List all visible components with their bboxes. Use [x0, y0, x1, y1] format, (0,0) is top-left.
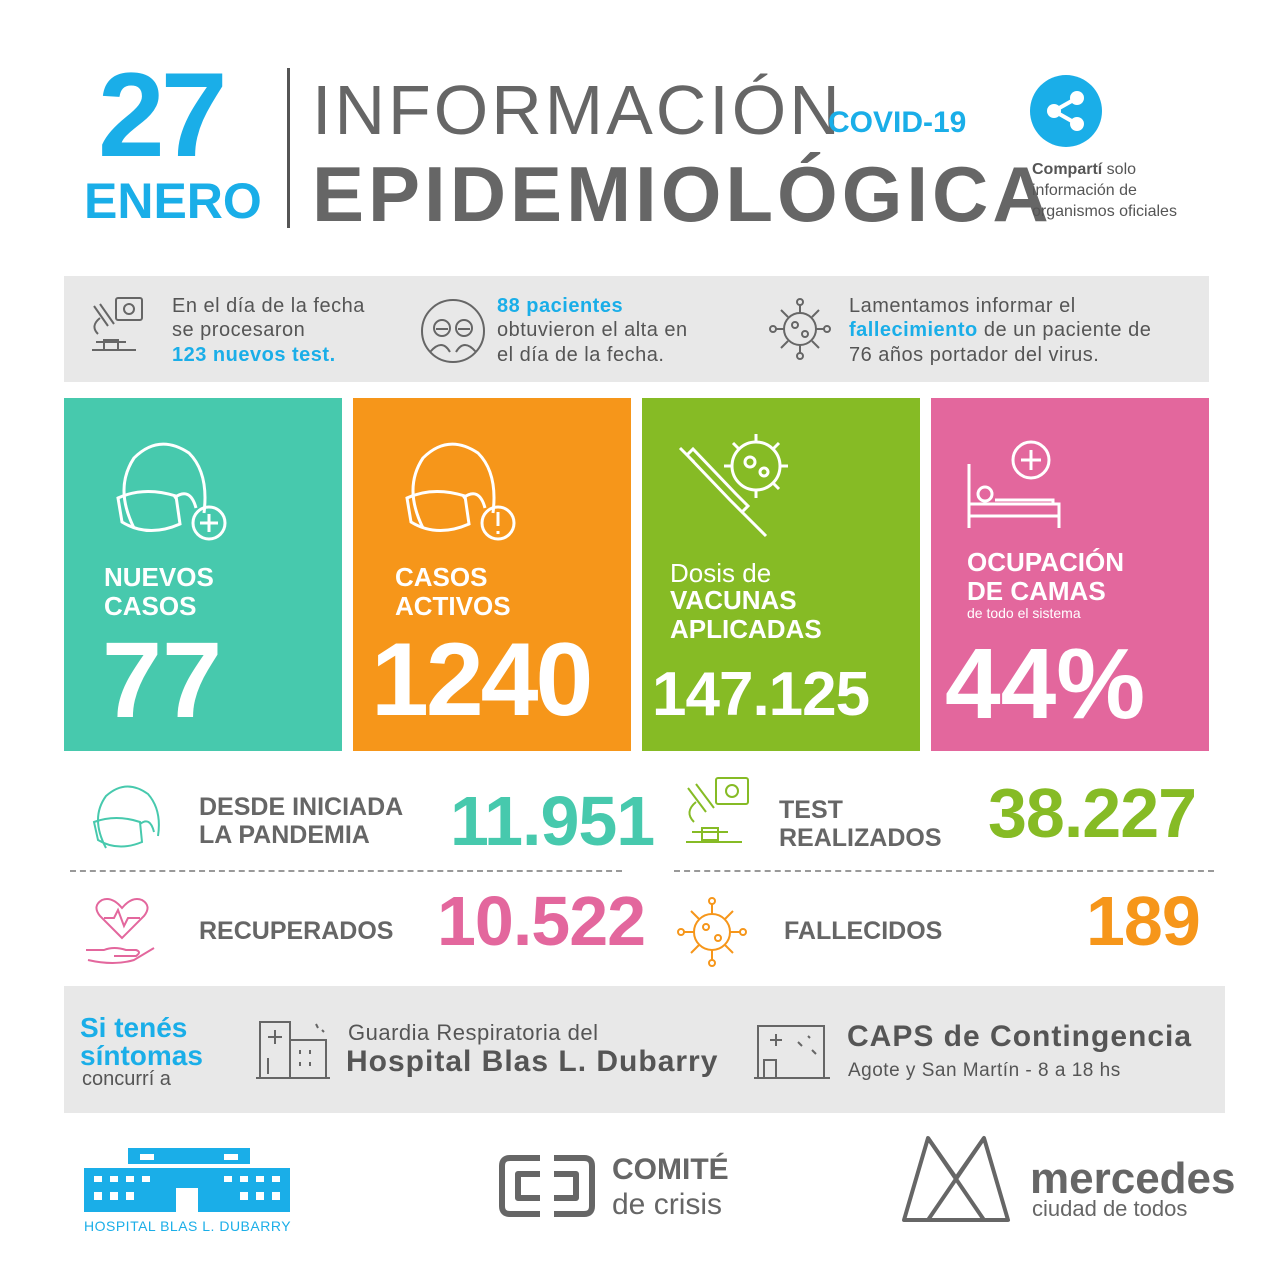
dosis-label-1: Dosis de — [670, 558, 772, 588]
pandemia-label-1: DESDE INICIADA — [199, 793, 404, 821]
caps-building-icon — [754, 1025, 830, 1079]
activos-value: 1240 — [371, 622, 593, 738]
camas-label-2: DE CAMAS — [967, 575, 1106, 606]
symptoms-line-2: síntomas — [80, 1040, 203, 1071]
alta-note: 88 pacientes obtuvieron el alta en el dí… — [497, 294, 688, 367]
microscope-icon — [92, 297, 143, 351]
header-divider — [287, 68, 290, 228]
activos-label-2: ACTIVOS — [395, 590, 511, 621]
divider-left — [70, 870, 622, 872]
virus-orange-icon — [677, 897, 747, 967]
activos-label-1: CASOS — [395, 562, 488, 592]
box-casos-activos: CASOS ACTIVOS 1240 — [353, 398, 631, 751]
dosis-value: 147.125 — [652, 660, 870, 729]
hospital-bed-icon — [967, 440, 1061, 528]
pandemia-value: 11.951 — [450, 782, 655, 860]
test-label-2: REALIZADOS — [779, 823, 942, 852]
recuperados-value: 10.522 — [437, 882, 646, 960]
patients-icon — [421, 299, 485, 363]
divider-right — [674, 870, 1214, 872]
hospital-building-icon — [256, 1021, 330, 1079]
nuevos-label-1: NUEVOS — [104, 562, 214, 592]
pandemia-label-2: LA PANDEMIA — [199, 820, 370, 849]
syringe-virus-icon — [678, 434, 788, 538]
share-rest-2: información de — [1032, 181, 1137, 199]
test-label-1: TEST — [779, 796, 843, 824]
nuevos-label-2: CASOS — [104, 590, 197, 621]
share-bold: Compartí — [1032, 161, 1103, 178]
hospital-logo-icon — [84, 1148, 290, 1212]
symptoms-strip — [64, 986, 1225, 1113]
share-icon — [1047, 91, 1084, 131]
alta-line-2: obtuvieron el alta en — [497, 319, 688, 342]
fallecidos-label: FALLECIDOS — [784, 917, 943, 945]
comite-logo-icon — [499, 1155, 595, 1217]
hospital-small: Guardia Respiratoria del — [348, 1020, 599, 1045]
date-month: ENERO — [84, 173, 262, 229]
death-bold: fallecimiento — [849, 319, 978, 342]
nuevos-value: 77 — [102, 619, 223, 740]
alta-line-1: 88 pacientes — [497, 295, 624, 317]
pandemia-label: DESDE INICIADA LA PANDEMIA — [199, 793, 404, 849]
mercedes-logo-icon — [902, 1136, 1010, 1222]
masked-face-icon — [92, 785, 160, 849]
tests-note: En el día de la fecha se procesaron 123 … — [172, 294, 365, 367]
info-strip — [64, 276, 1209, 382]
comite-bottom: de crisis — [612, 1188, 723, 1221]
symptoms-line-3: concurrí a — [82, 1068, 171, 1090]
dosis-label-3: APLICADAS — [670, 613, 822, 644]
camas-label-1: OCUPACIÓN — [967, 547, 1124, 577]
box-vacunas: Dosis de VACUNAS APLICADAS 147.125 — [642, 398, 920, 751]
test-label: TEST REALIZADOS — [779, 796, 942, 852]
title-informacion: INFORMACIÓN — [312, 71, 843, 149]
mercedes-bottom: ciudad de todos — [1032, 1196, 1188, 1221]
share-button[interactable] — [1030, 75, 1102, 147]
box-nuevos-casos: NUEVOS CASOS 77 — [64, 398, 342, 751]
heart-hand-icon — [86, 898, 155, 964]
comite-top: COMITÉ — [612, 1153, 729, 1186]
caps-big: CAPS de Contingencia — [847, 1020, 1193, 1053]
recuperados-label: RECUPERADOS — [199, 917, 394, 945]
share-rest-3: organismos oficiales — [1032, 202, 1177, 220]
title-epidemiologica: EPIDEMIOLÓGICA — [312, 150, 1053, 238]
camas-label-3: de todo el sistema — [967, 605, 1081, 621]
tests-line-2: se procesaron — [172, 319, 306, 342]
microscope-green-icon — [686, 777, 749, 843]
date-day: 27 — [98, 48, 227, 182]
tests-line-3: 123 nuevos test. — [172, 343, 336, 366]
death-line-3: 76 años portador del virus. — [849, 343, 1100, 366]
death-note: Lamentamos informar el fallecimiento de … — [849, 294, 1151, 367]
covid-label: COVID-19 — [828, 106, 967, 139]
dosis-label-2: VACUNAS — [670, 585, 797, 615]
camas-value: 44% — [945, 628, 1146, 740]
masked-person-plus-icon — [116, 442, 227, 541]
death-line-2: de un paciente de — [977, 319, 1152, 342]
symptoms-line-1: Si tenés — [80, 1012, 188, 1043]
alta-line-3: el día de la fecha. — [497, 343, 665, 366]
virus-icon — [769, 298, 831, 360]
death-line-1: Lamentamos informar el — [849, 295, 1076, 317]
box-ocupacion-camas: OCUPACIÓN DE CAMAS de todo el sistema 44… — [931, 398, 1209, 751]
test-value: 38.227 — [988, 774, 1197, 852]
footer-hospital-label: HOSPITAL BLAS L. DUBARRY — [84, 1218, 292, 1234]
masked-person-alert-icon — [405, 442, 516, 541]
caps-small: Agote y San Martín - 8 a 18 hs — [848, 1060, 1121, 1081]
share-note: Compartí solo información de organismos … — [1032, 160, 1232, 222]
share-rest-1: solo — [1102, 161, 1137, 178]
fallecidos-value: 189 — [1086, 882, 1201, 960]
hospital-big: Hospital Blas L. Dubarry — [346, 1045, 719, 1078]
mercedes-top: mercedes — [1030, 1154, 1236, 1203]
tests-line-1: En el día de la fecha — [172, 295, 365, 317]
